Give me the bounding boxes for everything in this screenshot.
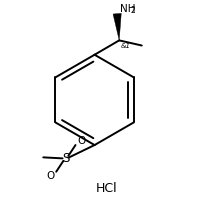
Text: HCl: HCl	[96, 182, 118, 195]
Text: O: O	[77, 136, 86, 146]
Text: 2: 2	[131, 6, 136, 15]
Polygon shape	[113, 13, 121, 40]
Text: O: O	[47, 171, 55, 181]
Text: NH: NH	[120, 4, 136, 14]
Text: &1: &1	[120, 43, 130, 50]
Text: S: S	[62, 152, 69, 165]
